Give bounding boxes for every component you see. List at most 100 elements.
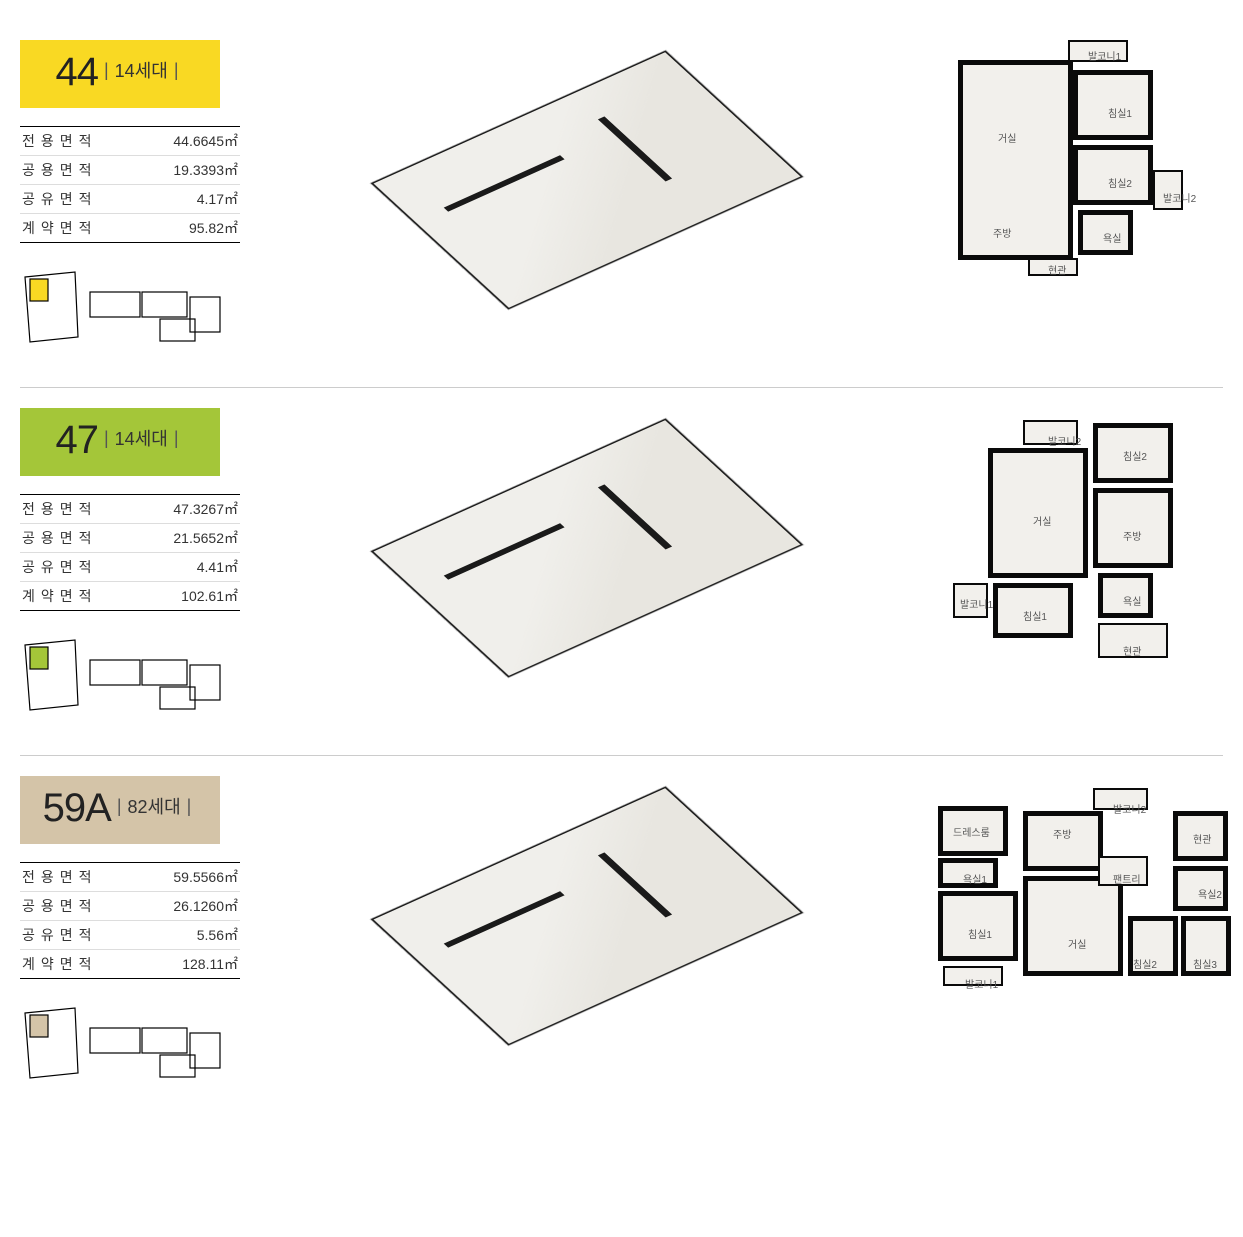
room-label: 현관: [1048, 262, 1066, 277]
area-label: 계약면적: [22, 586, 98, 606]
area-value: 4.17㎡: [197, 189, 238, 209]
floorplan-wall: [958, 60, 1073, 260]
room-label: 침실1: [1023, 608, 1047, 623]
room-label: 발코니2: [1113, 801, 1146, 816]
room-label: 현관: [1123, 643, 1141, 658]
separator: |: [174, 428, 179, 449]
room-label: 발코니2: [1163, 190, 1196, 205]
area-label: 계약면적: [22, 218, 98, 238]
room-label: 거실: [1033, 513, 1051, 528]
room-label: 주방: [1123, 528, 1141, 543]
unit-households: 14세대: [115, 57, 168, 83]
floorplan: 거실 침실1 침실2 주방 욕실현관 발코니1 발코니2: [948, 40, 1198, 280]
room-label: 욕실1: [963, 871, 987, 886]
room-label: 거실: [998, 130, 1016, 145]
separator: |: [117, 796, 122, 817]
area-value: 26.1260㎡: [173, 896, 238, 916]
isometric-view: [290, 408, 883, 688]
room-label: 발코니2: [1048, 433, 1081, 448]
area-value: 128.11㎡: [182, 954, 238, 974]
unit-badge: 59A | 82세대 |: [20, 776, 220, 844]
area-row: 공유면적 5.56㎡: [20, 921, 240, 950]
info-column: 47|14세대|전용면적47.3267㎡공용면적21.5652㎡공유면적4.41…: [20, 408, 250, 725]
area-label: 전용면적: [22, 499, 98, 519]
area-row: 전용면적 44.6645㎡: [20, 127, 240, 156]
room-label: 침실2: [1108, 175, 1132, 190]
floorplan-wall: [1023, 876, 1123, 976]
floorplan-column: 거실 침실1 침실2 주방 욕실현관 발코니1 발코니2: [923, 40, 1223, 280]
area-table: 전용면적 59.5566㎡ 공용면적 26.1260㎡ 공유면적 5.56㎡ 계약면적 128…: [20, 862, 240, 979]
area-label: 전용면적: [22, 131, 98, 151]
unit-number: 44: [55, 50, 98, 95]
area-value: 102.61㎡: [181, 586, 238, 606]
isometric-view: [290, 40, 883, 320]
room-label: 거실: [1068, 936, 1086, 951]
area-value: 19.3393㎡: [173, 160, 238, 180]
unit-section-59A: 59A | 82세대 | 전용면적 59.5566㎡ 공용면적 26.1260㎡ 공유면적 5.5…: [20, 756, 1223, 1123]
locator-map: [20, 1003, 230, 1093]
area-label: 공용면적: [22, 160, 98, 180]
area-value: 95.82㎡: [189, 218, 238, 238]
area-row: 공용면적 26.1260㎡: [20, 892, 240, 921]
unit-number: 47: [55, 418, 98, 463]
room-label: 침실3: [1193, 956, 1217, 971]
isometric-placeholder: [370, 786, 803, 1045]
floorplan: 거실침실1 침실2 주방욕실현관 발코니1 발코니2: [948, 408, 1198, 668]
room-label: 발코니1: [960, 596, 993, 611]
area-value: 59.5566㎡: [173, 867, 238, 887]
area-row: 공용면적 21.5652㎡: [20, 524, 240, 553]
area-row: 전용면적47.3267㎡: [20, 495, 240, 524]
room-label: 침실1: [968, 926, 992, 941]
isometric-placeholder: [370, 418, 803, 677]
unit-badge: 44 | 14세대 |: [20, 40, 220, 108]
unit-badge: 47|14세대|: [20, 408, 220, 476]
room-label: 발코니1: [1088, 48, 1121, 63]
unit-section-44: 44 | 14세대 | 전용면적 44.6645㎡ 공용면적 19.3393㎡ 공유면적 4.17…: [20, 20, 1223, 388]
room-label: 발코니1: [965, 976, 998, 991]
room-label: 드레스룸: [953, 824, 990, 839]
area-value: 5.56㎡: [197, 925, 238, 945]
separator: |: [187, 796, 192, 817]
area-label: 전용면적: [22, 867, 98, 887]
unit-number: 59A: [43, 786, 111, 831]
room-label: 침실1: [1108, 105, 1132, 120]
area-label: 공유면적: [22, 925, 98, 945]
area-row: 공유면적 4.41㎡: [20, 553, 240, 582]
area-label: 공유면적: [22, 189, 98, 209]
room-label: 주방: [993, 225, 1011, 240]
info-column: 44 | 14세대 | 전용면적 44.6645㎡ 공용면적 19.3393㎡ 공유면적 4.17…: [20, 40, 250, 357]
area-row: 계약면적 128.11㎡: [20, 950, 240, 978]
room-label: 침실2: [1123, 448, 1147, 463]
room-label: 현관: [1193, 831, 1211, 846]
area-row: 공유면적 4.17㎡: [20, 185, 240, 214]
floorplan-wall: [1023, 811, 1103, 871]
area-label: 계약면적: [22, 954, 98, 974]
locator-map: [20, 635, 230, 725]
area-row: 공용면적 19.3393㎡: [20, 156, 240, 185]
area-value: 44.6645㎡: [173, 131, 238, 151]
info-column: 59A | 82세대 | 전용면적 59.5566㎡ 공용면적 26.1260㎡ 공유면적 5.5…: [20, 776, 250, 1093]
area-table: 전용면적 44.6645㎡ 공용면적 19.3393㎡ 공유면적 4.17㎡ 계약면적 95.…: [20, 126, 240, 243]
area-table: 전용면적47.3267㎡ 공용면적 21.5652㎡ 공유면적 4.41㎡ 계약면적 102…: [20, 494, 240, 611]
area-row: 전용면적 59.5566㎡: [20, 863, 240, 892]
isometric-view: [290, 776, 883, 1056]
room-label: 주방: [1053, 826, 1071, 841]
floorplan-column: 거실침실1침실2침실3주방드레스룸욕실1욕실2팬트리현관발코니1발코니2: [923, 776, 1223, 996]
room-label: 욕실: [1103, 230, 1121, 245]
separator: |: [174, 60, 179, 81]
unit-households: 82세대: [128, 793, 181, 819]
room-label: 욕실: [1123, 593, 1141, 608]
area-label: 공용면적: [22, 896, 98, 916]
area-row: 계약면적 95.82㎡: [20, 214, 240, 242]
room-label: 욕실2: [1198, 886, 1222, 901]
room-label: 팬트리: [1113, 871, 1141, 886]
area-value: 4.41㎡: [197, 557, 238, 577]
separator: |: [104, 428, 109, 449]
area-label: 공유면적: [22, 557, 98, 577]
area-row: 계약면적 102.61㎡: [20, 582, 240, 610]
area-value: 21.5652㎡: [173, 528, 238, 548]
area-label: 공용면적: [22, 528, 98, 548]
isometric-placeholder: [370, 50, 803, 309]
unit-section-47: 47|14세대|전용면적47.3267㎡공용면적21.5652㎡공유면적4.41…: [20, 388, 1223, 756]
separator: |: [104, 60, 109, 81]
